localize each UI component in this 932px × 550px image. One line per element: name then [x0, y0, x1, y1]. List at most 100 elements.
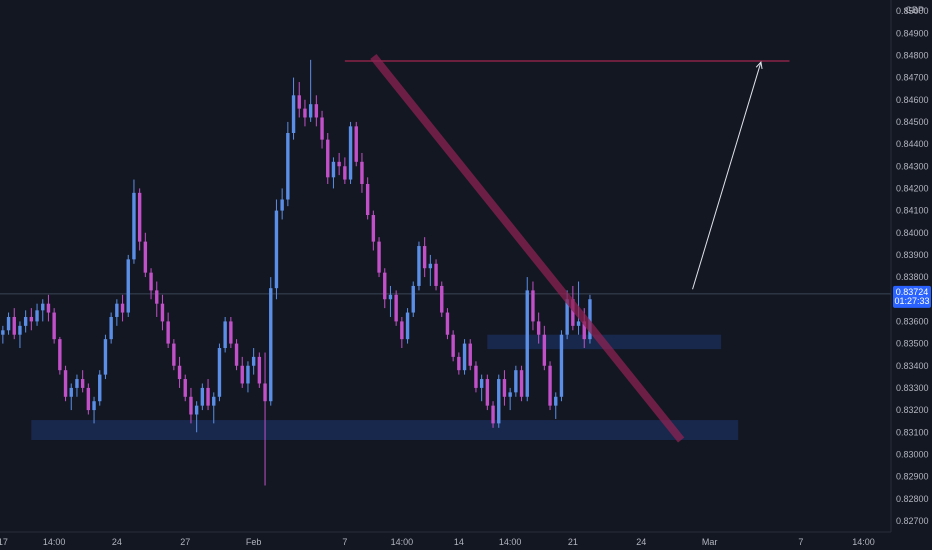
- candle: [434, 259, 438, 291]
- candle: [326, 133, 330, 184]
- price-tick-label: 0.84700: [896, 73, 929, 83]
- last-price-tag: 0.83724 01:27:33: [893, 285, 931, 308]
- time-tick-label: 14:00: [499, 537, 522, 547]
- candle: [80, 370, 85, 393]
- candle-body: [172, 343, 176, 366]
- candle-body: [536, 321, 541, 335]
- price-tick-label: 0.84100: [896, 206, 929, 216]
- candle-body: [542, 334, 547, 366]
- candle-body: [497, 379, 501, 424]
- candle: [35, 303, 39, 326]
- price-tick-label: 0.83400: [896, 361, 929, 371]
- candle: [588, 294, 592, 344]
- candle: [548, 361, 552, 411]
- candle: [559, 330, 564, 402]
- candle-body: [223, 321, 227, 349]
- candle: [212, 392, 216, 424]
- candle: [525, 277, 529, 402]
- candle: [189, 387, 193, 424]
- candle-body: [69, 387, 73, 397]
- time-tick-label: 27: [180, 537, 190, 547]
- candle: [246, 361, 250, 393]
- price-axis[interactable]: GBP 0.85000 0.84900 0.84800 0.84700 0.84600 0…: [890, 0, 932, 532]
- candle: [274, 199, 279, 300]
- candle-body: [531, 290, 535, 322]
- candle: [440, 281, 444, 317]
- candle: [536, 312, 541, 344]
- candle-body: [263, 383, 267, 402]
- price-tick-label: 0.83900: [896, 250, 929, 260]
- candle: [514, 365, 518, 397]
- candle: [411, 281, 415, 317]
- candle-body: [485, 379, 490, 406]
- candle-body: [6, 316, 11, 331]
- candle: [12, 308, 16, 340]
- candle: [234, 339, 239, 371]
- candle-body: [86, 387, 91, 411]
- candle-body: [457, 356, 461, 371]
- candle-body: [525, 290, 529, 397]
- candle-body: [240, 365, 244, 384]
- candle: [172, 339, 176, 371]
- time-tick-label: 24: [636, 537, 646, 547]
- candle-body: [308, 104, 313, 118]
- candle: [137, 188, 142, 251]
- candle-body: [479, 379, 484, 388]
- candle-body: [286, 133, 290, 200]
- candle-body: [46, 303, 51, 313]
- candle: [388, 285, 393, 317]
- price-tick-label: 0.83600: [896, 316, 929, 326]
- time-tick-label: 7: [342, 537, 347, 547]
- candle: [1, 325, 5, 344]
- candle-body: [23, 316, 28, 326]
- candle-body: [508, 392, 512, 397]
- price-tick-label: 0.83500: [896, 339, 929, 349]
- candle: [86, 383, 91, 415]
- price-tick-label: 0.84500: [896, 117, 929, 127]
- candle-body: [137, 192, 142, 242]
- candle: [46, 294, 51, 322]
- candle-body: [149, 272, 153, 291]
- candle: [183, 374, 187, 402]
- candle: [229, 316, 233, 349]
- candle-body: [514, 370, 518, 393]
- candle: [103, 334, 108, 380]
- candle-body: [428, 263, 433, 269]
- candle: [98, 370, 102, 406]
- candle-body: [474, 365, 478, 388]
- candle: [497, 374, 501, 428]
- candle-body: [143, 241, 148, 273]
- candle: [52, 308, 56, 344]
- price-tick-label: 0.84300: [896, 161, 929, 171]
- time-axis[interactable]: 17 14:00 24 27 Feb 7 14:00 14 14:00 21 24 Mar 7 14:00: [0, 531, 932, 550]
- candle: [166, 312, 170, 349]
- candle: [457, 352, 461, 375]
- candle-body: [103, 339, 108, 375]
- price-tick-label: 0.83800: [896, 272, 929, 282]
- candle-body: [206, 387, 210, 406]
- time-tick-label: 24: [112, 537, 122, 547]
- candle-body: [177, 365, 182, 380]
- candle: [155, 281, 159, 317]
- candle: [400, 316, 404, 349]
- price-tick-label: 0.82700: [896, 516, 929, 526]
- candle: [451, 330, 455, 362]
- projection-arrow: [692, 61, 762, 290]
- candle: [445, 308, 450, 340]
- candle: [337, 152, 341, 176]
- candle-body: [75, 379, 79, 388]
- candle-body: [576, 321, 581, 326]
- candle: [485, 374, 490, 411]
- candle: [291, 77, 296, 140]
- candle-body: [189, 396, 193, 415]
- candle-body: [297, 95, 301, 109]
- candle: [491, 401, 495, 428]
- support-zone-1: [31, 420, 739, 441]
- time-tick-label: 14:00: [43, 537, 66, 547]
- candle: [75, 374, 79, 397]
- candle: [58, 336, 62, 375]
- candle: [303, 99, 307, 127]
- candle-body: [274, 210, 279, 289]
